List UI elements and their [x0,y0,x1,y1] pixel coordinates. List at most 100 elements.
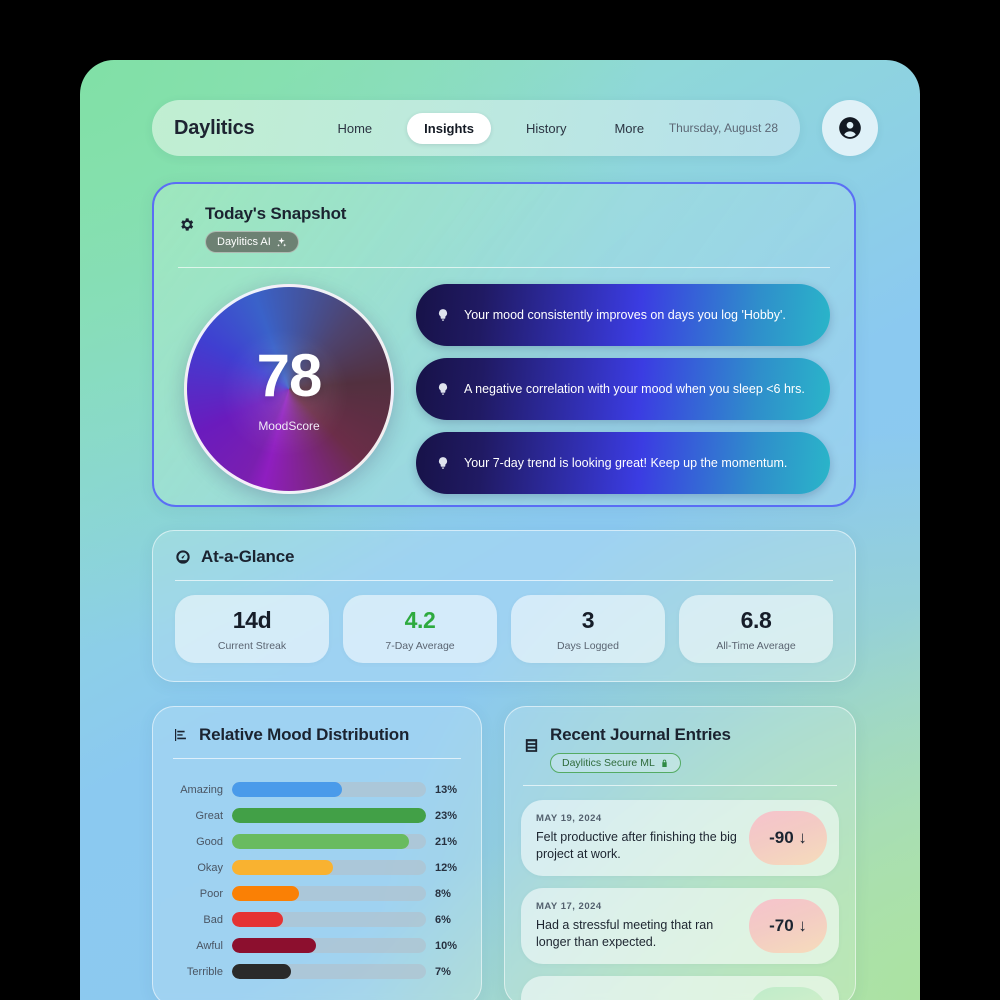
stat-label: Days Logged [557,639,619,652]
distribution-bar-fill [232,834,410,849]
nav-item-insights[interactable]: Insights [407,112,491,144]
insight-card[interactable]: Your 7-day trend is looking great! Keep … [416,432,830,494]
snapshot-title: Today's Snapshot [205,204,347,223]
stat-label: 7-Day Average [385,639,455,652]
stat-value: 6.8 [740,606,772,633]
distribution-value-label: 13% [435,783,458,796]
speedometer-icon [176,550,190,564]
nav-links: Home Insights History More [324,112,657,144]
lightbulb-icon [438,309,448,321]
distribution-bar-fill [232,938,317,953]
distribution-bar-fill [232,964,292,979]
app-brand-logo[interactable]: Daylitics [174,116,255,139]
distribution-category-label: Great [195,809,223,822]
insight-card[interactable]: A negative correlation with your mood wh… [416,358,830,420]
mood-score-value: 78 [256,341,323,409]
stat-card-current-streak[interactable]: 14d Current Streak [175,595,329,663]
app-window: Daylitics Home Insights History More Thu… [80,60,920,1000]
secure-ml-badge: Daylitics Secure ML [550,753,681,773]
nav-item-home[interactable]: Home [337,120,373,136]
mood-score-label: MoodScore [258,418,320,433]
distribution-category-label: Okay [197,861,223,874]
distribution-title: Relative Mood Distribution [199,725,410,744]
distribution-bar-fill [232,860,334,875]
distribution-bar-fill [232,912,283,927]
sparkle-icon [276,236,287,247]
mood-score-ring: 78 MoodScore [184,284,394,494]
journal-entry-body: MAY 17, 2024 Had a stressful meeting that… [536,901,739,951]
at-a-glance-card: At-a-Glance 14d Current Streak 4.2 7-Day… [152,530,856,682]
distribution-value-label: 21% [435,835,458,848]
distribution-bar-track [232,886,426,901]
glance-title: At-a-Glance [201,547,295,566]
distribution-bar-fill [232,782,342,797]
snapshot-body: 78 MoodScore Your mood consistently impr… [154,268,854,494]
distribution-row: Bad 6% [171,911,463,928]
current-date-label: Thursday, August 28 [668,121,778,135]
distribution-row: Great 23% [171,807,463,824]
lock-icon [662,759,667,767]
distribution-value-label: 10% [435,939,458,952]
book-icon [525,739,538,752]
journal-entry[interactable]: MAY 19, 2024 Felt productive after finish… [521,800,839,876]
ai-badge-label: Daylitics AI [217,236,271,248]
stat-value: 4.2 [404,606,436,633]
distribution-bar-track [232,808,426,823]
distribution-bar-track [232,938,426,953]
stat-row: 14d Current Streak 4.2 7-Day Average 3 D… [153,581,855,663]
distribution-divider [173,758,461,759]
distribution-bar-track [232,912,426,927]
insight-text: A negative correlation with your mood wh… [464,381,805,396]
top-navigation-bar: Daylitics Home Insights History More Thu… [152,100,800,156]
journal-header-texts: Recent Journal Entries Daylitics Secure … [550,725,731,773]
distribution-value-label: 12% [435,861,458,874]
gear-icon [181,218,194,231]
daylitics-ai-badge: Daylitics AI [205,231,299,253]
stat-card-days-logged[interactable]: 3 Days Logged [511,595,665,663]
distribution-row: Terrible 7% [171,963,463,980]
journal-entry[interactable]: MAY 14, 2024 [521,976,839,1000]
distribution-category-label: Amazing [180,783,223,796]
distribution-category-label: Good [196,835,223,848]
todays-snapshot-card: Today's Snapshot Daylitics AI 78 MoodSco… [152,182,856,507]
lightbulb-icon [438,457,448,469]
distribution-bar-track [232,834,426,849]
journal-entry[interactable]: MAY 17, 2024 Had a stressful meeting that… [521,888,839,964]
secure-badge-label: Daylitics Secure ML [562,757,655,769]
stat-card-7-day-average[interactable]: 4.2 7-Day Average [343,595,497,663]
lightbulb-icon [438,383,448,395]
insight-list: Your mood consistently improves on days … [416,284,830,494]
distribution-bar-rows: Amazing 13% Great 23% Good 21% Okay 12% Poor 8% Ba… [153,759,481,980]
snapshot-header: Today's Snapshot Daylitics AI [154,184,854,253]
journal-divider [523,785,837,786]
journal-entry-body: MAY 19, 2024 Felt productive after finish… [536,813,739,863]
insight-text: Your 7-day trend is looking great! Keep … [464,455,788,470]
stat-label: Current Streak [217,639,287,652]
journal-entry-score-chip [749,987,827,1000]
user-circle-icon [839,117,861,139]
distribution-header: Relative Mood Distribution [153,707,481,745]
distribution-row: Awful 10% [171,937,463,954]
glance-divider [175,580,833,581]
nav-item-history[interactable]: History [526,120,567,136]
journal-entry-date: MAY 17, 2024 [536,901,602,913]
stat-card-all-time-average[interactable]: 6.8 All-Time Average [679,595,833,663]
distribution-bar-fill [232,808,426,823]
nav-item-more[interactable]: More [614,120,645,136]
distribution-category-label: Terrible [186,965,223,978]
recent-journal-entries-card: Recent Journal Entries Daylitics Secure … [504,706,856,1000]
distribution-bar-track [232,782,426,797]
insight-card[interactable]: Your mood consistently improves on days … [416,284,830,346]
distribution-value-label: 7% [435,965,451,978]
distribution-category-label: Awful [196,939,223,952]
journal-header: Recent Journal Entries Daylitics Secure … [505,707,855,773]
distribution-row: Poor 8% [171,885,463,902]
journal-entry-score-chip: -90 ↓ [749,811,827,865]
journal-entry-date: MAY 19, 2024 [536,813,602,825]
relative-mood-distribution-card: Relative Mood Distribution Amazing 13% Gre… [152,706,482,1000]
snapshot-divider [178,267,830,268]
bar-chart-icon [175,729,186,741]
distribution-row: Good 21% [171,833,463,850]
journal-title: Recent Journal Entries [550,725,731,744]
avatar-button[interactable] [822,100,878,156]
